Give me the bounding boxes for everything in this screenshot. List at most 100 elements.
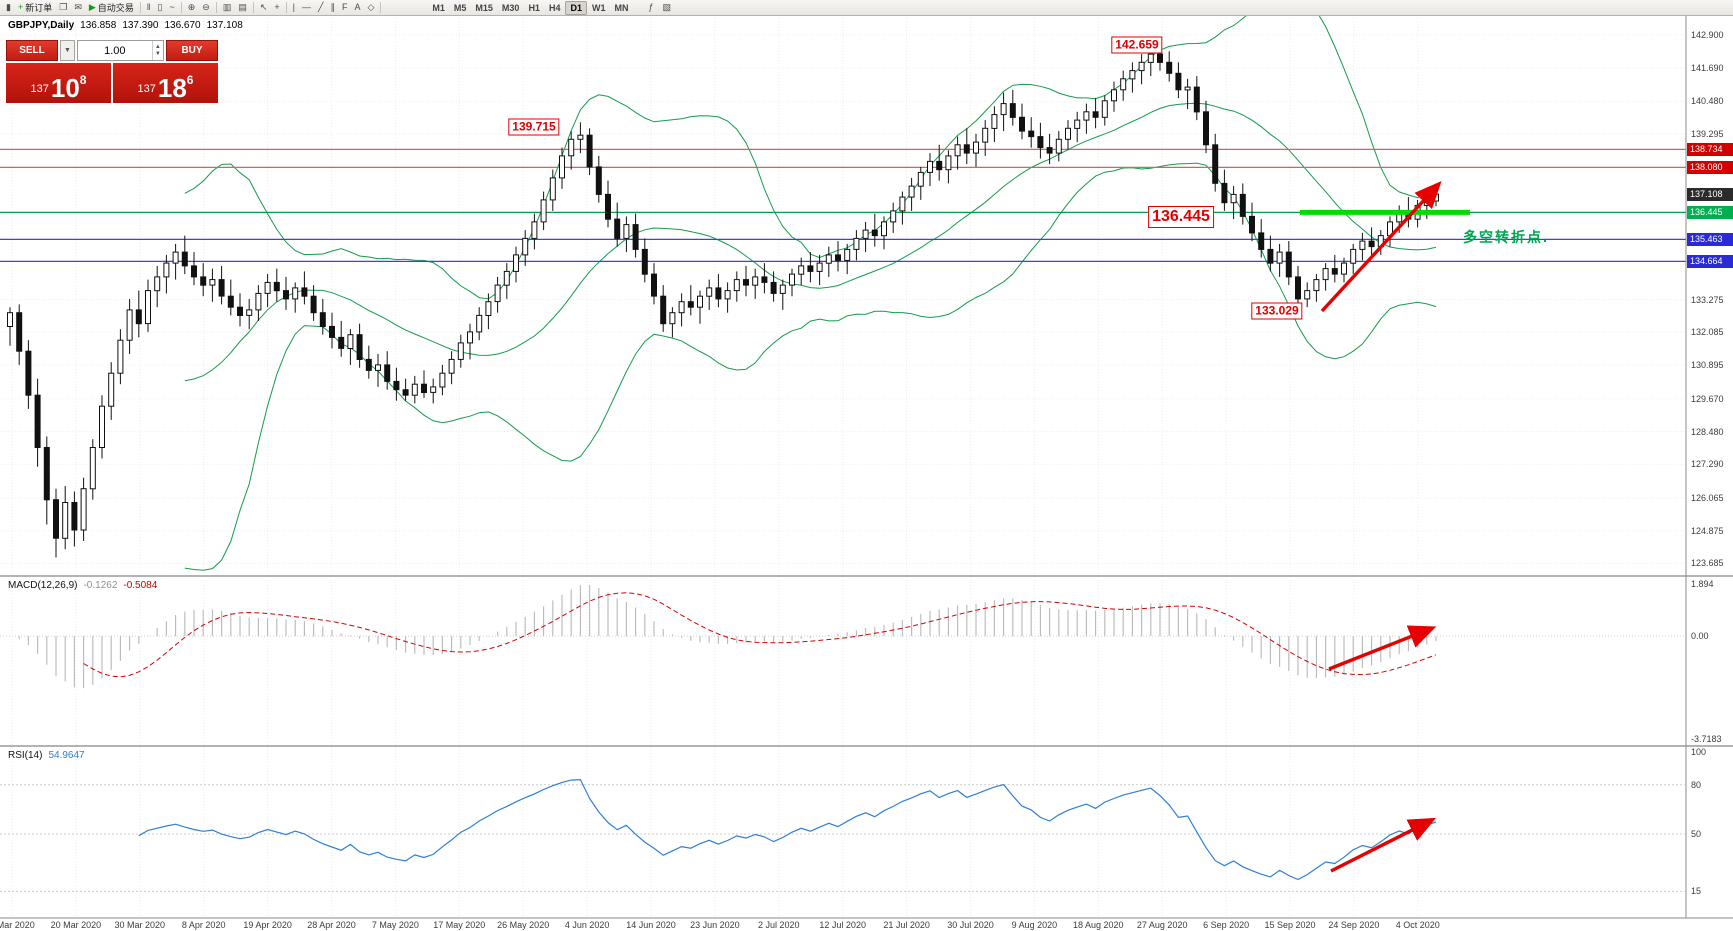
macd-signal-value: -0.5084 xyxy=(123,580,158,591)
timeframe-M30[interactable]: M30 xyxy=(501,2,520,13)
autotrading-icon: ▶ xyxy=(88,2,96,12)
autotrading-button[interactable]: ▶ 自动交易 xyxy=(86,1,137,15)
text-tool-icon-icon: A xyxy=(354,2,361,12)
toolbar-separator xyxy=(180,2,182,13)
trend-arrow[interactable] xyxy=(1330,817,1437,873)
tile-windows-icon-icon: ▥ xyxy=(222,2,232,12)
shapes-icon-icon: ◇ xyxy=(367,2,375,12)
timeframe-M5[interactable]: M5 xyxy=(453,2,467,13)
sell-button[interactable]: SELL xyxy=(6,40,58,61)
rsi-window-label: RSI(14) 54.9647 xyxy=(8,750,85,761)
trendline-icon[interactable]: ╱ xyxy=(315,1,326,15)
macd-histogram xyxy=(18,585,1437,689)
cascade-windows-icon[interactable]: ▤ xyxy=(235,1,250,15)
new-order-button[interactable]: + 新订单 xyxy=(15,1,55,15)
horizontal-line-icon-icon: — xyxy=(302,2,312,12)
text-tool-icon[interactable]: A xyxy=(351,1,363,15)
mail-icon[interactable]: ✉ xyxy=(71,1,85,15)
trend-arrow[interactable] xyxy=(1320,180,1442,313)
templates-icon[interactable]: ▧ xyxy=(660,1,675,15)
time-axis[interactable] xyxy=(0,918,1686,931)
rsi-name: RSI(14) xyxy=(8,750,43,761)
quote-high: 137.390 xyxy=(122,20,159,31)
chart-symbol-icon-icon: ▮ xyxy=(6,2,11,12)
cursor-icon[interactable]: ↖ xyxy=(257,1,271,15)
bar-chart-icon-icon: ǁ xyxy=(146,2,151,12)
macd-name: MACD(12,26,9) xyxy=(8,580,78,591)
toolbar-separator xyxy=(380,2,382,13)
line-chart-icon[interactable]: ~ xyxy=(166,1,177,15)
timeframe-H1[interactable]: H1 xyxy=(528,2,540,13)
volume-field: ▲ ▼ xyxy=(77,40,164,61)
quote-close: 137.108 xyxy=(206,20,243,31)
sell-price-button[interactable]: 137 10 8 xyxy=(6,63,111,103)
candlestick-chart-icon[interactable]: ▯ xyxy=(155,1,166,15)
chart-windows-icon-icon: ❐ xyxy=(59,2,68,12)
indicators-icon[interactable]: ƒ xyxy=(645,1,656,15)
timeframe-H4[interactable]: H4 xyxy=(548,2,561,13)
quote-open: 136.858 xyxy=(80,20,117,31)
horizontal-line-icon[interactable]: — xyxy=(299,1,314,15)
toolbar-separator xyxy=(285,2,287,13)
cursor-icon-icon: ↖ xyxy=(259,2,268,12)
timeframe-M1[interactable]: M1 xyxy=(432,2,445,13)
timeframe-MN[interactable]: MN xyxy=(614,2,629,13)
price-axis[interactable] xyxy=(1686,16,1733,918)
volume-input[interactable] xyxy=(78,41,152,60)
new-order-button-label: 新订单 xyxy=(25,3,53,13)
indicators-icon: ƒ xyxy=(648,2,654,12)
autotrading-button-label: 自动交易 xyxy=(97,3,134,13)
shapes-icon[interactable]: ◇ xyxy=(364,1,377,15)
trend-arrow[interactable] xyxy=(1328,625,1437,671)
buy-button[interactable]: BUY xyxy=(166,40,218,61)
toolbar-trailing-group: ƒ ▧ xyxy=(645,1,674,15)
rsi-line xyxy=(138,778,1437,881)
one-click-trading-panel: SELL ▼ ▲ ▼ BUY 137 10 8 137 18 6 xyxy=(6,40,218,103)
crosshair-icon-icon: + xyxy=(274,2,280,12)
chart-symbol-icon[interactable]: ▮ xyxy=(3,1,14,15)
crosshair-icon[interactable]: + xyxy=(271,1,282,15)
fibonacci-icon-icon: F xyxy=(341,2,348,12)
quote-low: 136.670 xyxy=(164,20,201,31)
toolbar-separator xyxy=(139,2,141,13)
buy-price-sup: 6 xyxy=(186,73,194,87)
chart-windows-icon[interactable]: ❐ xyxy=(56,1,70,15)
candlestick-chart-icon-icon: ▯ xyxy=(157,2,163,12)
chevron-down-icon: ▼ xyxy=(64,47,71,54)
macd-main-value: -0.1262 xyxy=(83,580,118,591)
fibonacci-icon[interactable]: F xyxy=(339,1,351,15)
zoom-in-icon[interactable]: ⊕ xyxy=(185,1,199,15)
timeframe-W1[interactable]: W1 xyxy=(591,2,606,13)
zoom-in-icon-icon: ⊕ xyxy=(187,2,196,12)
volume-up-icon[interactable]: ▲ xyxy=(154,43,161,50)
zoom-out-icon-icon: ⊖ xyxy=(202,2,210,12)
timeframe-D1[interactable]: D1 xyxy=(565,0,587,15)
vertical-line-icon[interactable]: | xyxy=(290,1,298,15)
timeframe-M15[interactable]: M15 xyxy=(475,2,493,13)
rsi-value: 54.9647 xyxy=(48,750,85,761)
cascade-windows-icon-icon: ▤ xyxy=(238,2,247,12)
bollinger-middle-band xyxy=(184,102,1437,382)
macd-window-label: MACD(12,26,9) -0.1262 -0.5084 xyxy=(8,580,157,591)
zoom-out-icon[interactable]: ⊖ xyxy=(199,1,213,15)
volume-down-icon[interactable]: ▼ xyxy=(154,50,161,57)
volume-stepper: ▲ ▼ xyxy=(151,41,163,60)
trendline-icon-icon: ╱ xyxy=(318,2,324,12)
line-chart-icon-icon: ~ xyxy=(169,2,175,12)
channel-icon-icon: ∥ xyxy=(330,2,335,12)
bollinger-lower-band xyxy=(184,162,1437,571)
buy-price-prefix: 137 xyxy=(137,83,156,95)
bar-chart-icon[interactable]: ǁ xyxy=(144,1,154,15)
sell-price-prefix: 137 xyxy=(30,83,49,95)
new-order-icon: + xyxy=(17,2,24,12)
templates-icon: ▧ xyxy=(662,2,672,12)
toolbar-separator xyxy=(215,2,217,13)
tile-windows-icon[interactable]: ▥ xyxy=(220,1,235,15)
buy-price-button[interactable]: 137 18 6 xyxy=(113,63,218,103)
order-type-dropdown[interactable]: ▼ xyxy=(60,40,75,61)
timeframe-group: M1 M5 M15 M30 H1 H4 D1 W1 MN xyxy=(428,0,632,15)
vertical-line-icon-icon: | xyxy=(292,2,296,12)
channel-icon[interactable]: ∥ xyxy=(327,1,338,15)
